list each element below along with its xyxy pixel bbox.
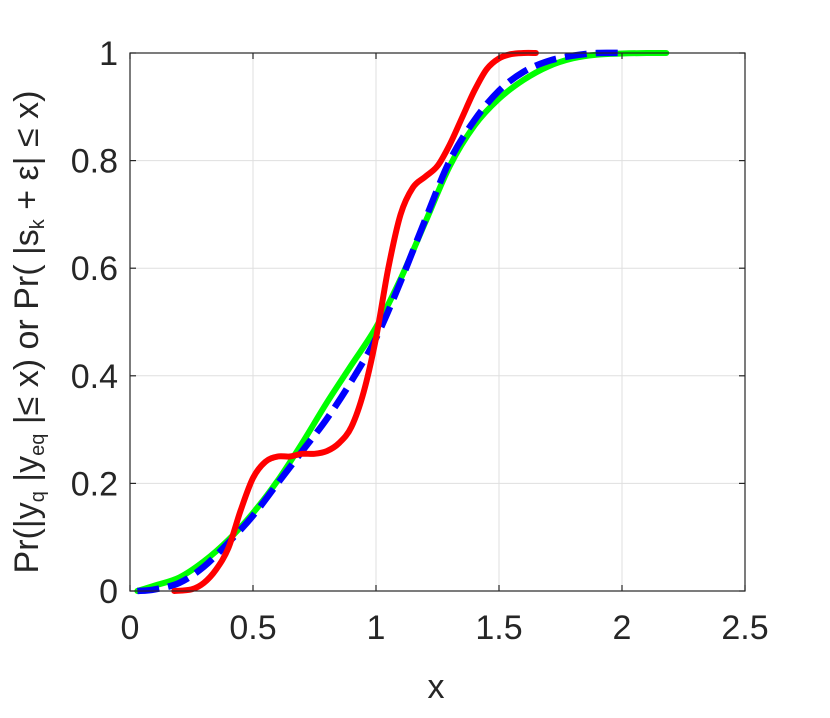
y-tick-label: 1 (99, 35, 118, 73)
x-tick-label: 2 (613, 609, 632, 647)
y-axis-label: Pr(|yq |yeq |≤ x) or Pr( |sk + ε| ≤ x) (8, 91, 49, 574)
ticks: 0 0.5 1 1.5 2 2.5 0 0.2 0.4 0.6 0.8 1 (71, 35, 769, 647)
x-tick-label: 0.5 (229, 609, 276, 647)
axes-box (129, 52, 746, 592)
series-line-3 (171, 49, 539, 594)
x-tick-label: 2.5 (721, 609, 768, 647)
y-tick-label: 0.2 (71, 465, 118, 503)
y-tick-label: 0 (99, 573, 118, 611)
y-tick-label: 0.4 (71, 358, 118, 396)
y-axis-label-part-3: |≤ x) or Pr( |s (8, 229, 46, 433)
x-tick-label: 1 (367, 609, 386, 647)
x-tick-label: 0 (121, 609, 140, 647)
y-axis-label-part-2: |y (8, 456, 46, 491)
y-tick-label: 0.8 (71, 143, 118, 181)
y-axis-label-sub-1: q (27, 491, 49, 502)
x-tick-label: 1.5 (475, 609, 522, 647)
y-axis-label-sub-2: eq (27, 434, 49, 456)
y-tick-label: 0.6 (71, 250, 118, 288)
y-axis-label-part-1: Pr(|y (8, 502, 46, 573)
x-axis-label: x (428, 668, 445, 706)
y-axis-label-part-4: + ε| ≤ x) (8, 91, 46, 220)
series-layer (134, 49, 670, 595)
y-axis-label-sub-3: k (27, 218, 49, 229)
